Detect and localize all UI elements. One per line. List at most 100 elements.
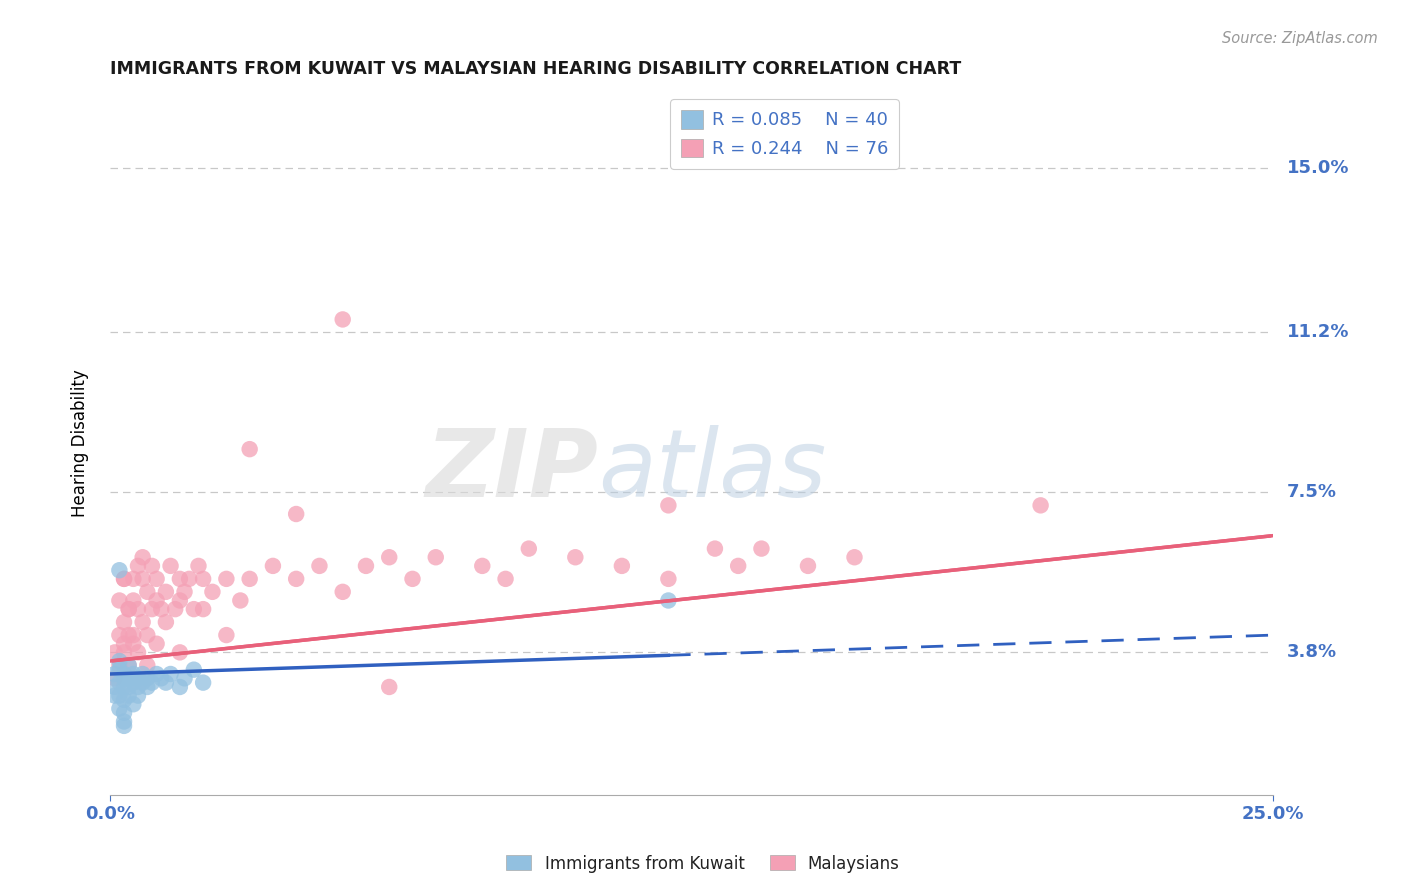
Point	[141, 602, 163, 616]
Point	[215, 572, 238, 586]
Point	[122, 572, 145, 586]
Point	[150, 602, 173, 616]
Point	[112, 645, 135, 659]
Point	[844, 550, 866, 565]
Point	[108, 658, 131, 673]
Point	[517, 541, 540, 556]
Point	[751, 541, 773, 556]
Point	[104, 667, 127, 681]
Point	[127, 645, 149, 659]
Point	[122, 675, 145, 690]
Point	[425, 550, 447, 565]
Point	[141, 558, 163, 573]
Point	[104, 671, 127, 685]
Point	[332, 584, 354, 599]
Point	[127, 680, 149, 694]
Point	[118, 658, 141, 673]
Point	[127, 689, 149, 703]
Point	[118, 671, 141, 685]
Text: 7.5%: 7.5%	[1288, 483, 1337, 501]
Point	[173, 671, 195, 685]
Point	[118, 628, 141, 642]
Text: ZIP: ZIP	[426, 425, 599, 516]
Point	[401, 572, 423, 586]
Point	[471, 558, 494, 573]
Point	[191, 602, 214, 616]
Point	[145, 572, 167, 586]
Point	[104, 645, 127, 659]
Point	[285, 572, 308, 586]
Text: Source: ZipAtlas.com: Source: ZipAtlas.com	[1222, 31, 1378, 46]
Point	[108, 654, 131, 668]
Point	[169, 572, 191, 586]
Point	[108, 689, 131, 703]
Point	[131, 572, 153, 586]
Point	[108, 628, 131, 642]
Point	[610, 558, 633, 573]
Point	[191, 675, 214, 690]
Point	[112, 714, 135, 729]
Point	[165, 602, 187, 616]
Point	[104, 689, 127, 703]
Point	[145, 637, 167, 651]
Point	[118, 658, 141, 673]
Point	[191, 572, 214, 586]
Point	[108, 701, 131, 715]
Point	[136, 628, 159, 642]
Point	[112, 693, 135, 707]
Point	[141, 675, 163, 690]
Text: 3.8%: 3.8%	[1288, 643, 1337, 661]
Point	[797, 558, 820, 573]
Point	[378, 550, 401, 565]
Point	[127, 558, 149, 573]
Point	[657, 499, 679, 513]
Point	[118, 689, 141, 703]
Point	[131, 667, 153, 681]
Point	[703, 541, 725, 556]
Point	[122, 698, 145, 712]
Point	[657, 572, 679, 586]
Point	[112, 680, 135, 694]
Text: 11.2%: 11.2%	[1288, 324, 1350, 342]
Point	[112, 671, 135, 685]
Point	[229, 593, 252, 607]
Point	[136, 680, 159, 694]
Legend: R = 0.085    N = 40, R = 0.244    N = 76: R = 0.085 N = 40, R = 0.244 N = 76	[671, 99, 898, 169]
Text: atlas: atlas	[599, 425, 827, 516]
Point	[131, 675, 153, 690]
Point	[131, 615, 153, 629]
Point	[108, 593, 131, 607]
Point	[564, 550, 586, 565]
Point	[127, 671, 149, 685]
Point	[122, 628, 145, 642]
Point	[112, 706, 135, 720]
Point	[155, 584, 177, 599]
Point	[657, 593, 679, 607]
Point	[727, 558, 749, 573]
Point	[112, 615, 135, 629]
Point	[215, 628, 238, 642]
Point	[378, 680, 401, 694]
Point	[122, 667, 145, 681]
Text: IMMIGRANTS FROM KUWAIT VS MALAYSIAN HEARING DISABILITY CORRELATION CHART: IMMIGRANTS FROM KUWAIT VS MALAYSIAN HEAR…	[110, 60, 962, 78]
Point	[187, 558, 209, 573]
Point	[108, 563, 131, 577]
Point	[1029, 499, 1052, 513]
Point	[108, 663, 131, 677]
Text: 15.0%: 15.0%	[1288, 159, 1350, 178]
Point	[127, 602, 149, 616]
Point	[239, 442, 262, 457]
Point	[354, 558, 377, 573]
Point	[108, 675, 131, 690]
Point	[118, 602, 141, 616]
Point	[112, 637, 135, 651]
Point	[332, 312, 354, 326]
Point	[285, 507, 308, 521]
Point	[122, 637, 145, 651]
Point	[169, 645, 191, 659]
Point	[173, 584, 195, 599]
Point	[131, 550, 153, 565]
Point	[112, 572, 135, 586]
Point	[118, 680, 141, 694]
Point	[112, 667, 135, 681]
